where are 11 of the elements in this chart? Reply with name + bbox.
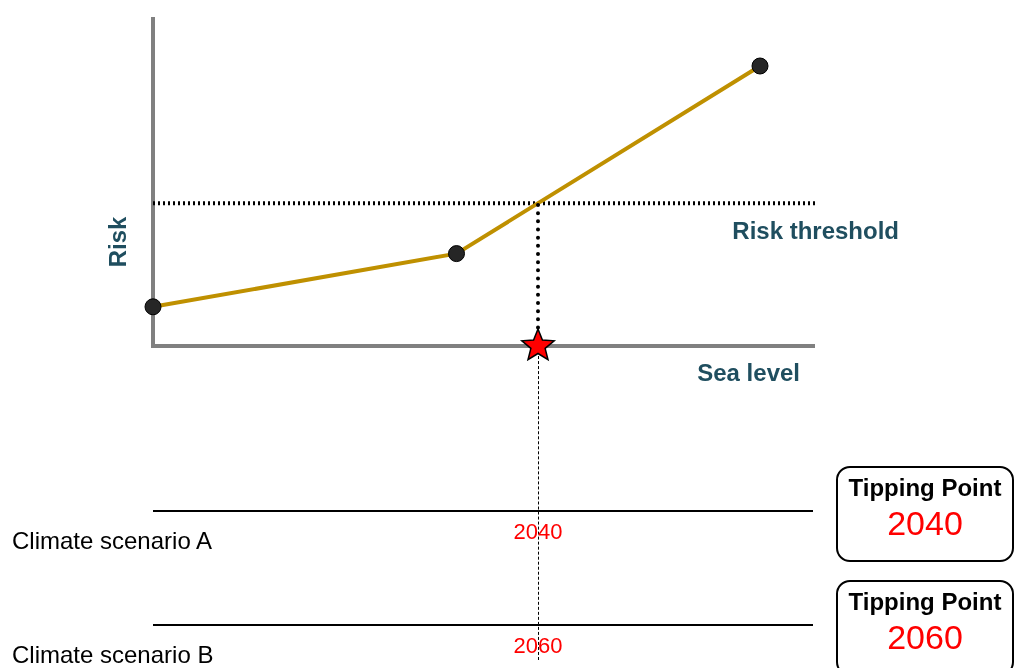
y-axis-title: Risk [103, 216, 131, 268]
text: 2040 [512, 519, 564, 545]
x-axis-title: Sea level [697, 358, 800, 386]
text: 2040 [886, 504, 964, 543]
text: Climate scenario B [12, 641, 214, 668]
text: Tipping Point [847, 474, 1003, 502]
text: 2060 [886, 618, 964, 657]
text: Climate scenario A [12, 527, 213, 555]
text: 2060 [512, 633, 564, 659]
text: Tipping Point [847, 588, 1003, 616]
ref-line-label: Risk threshold [732, 216, 899, 244]
